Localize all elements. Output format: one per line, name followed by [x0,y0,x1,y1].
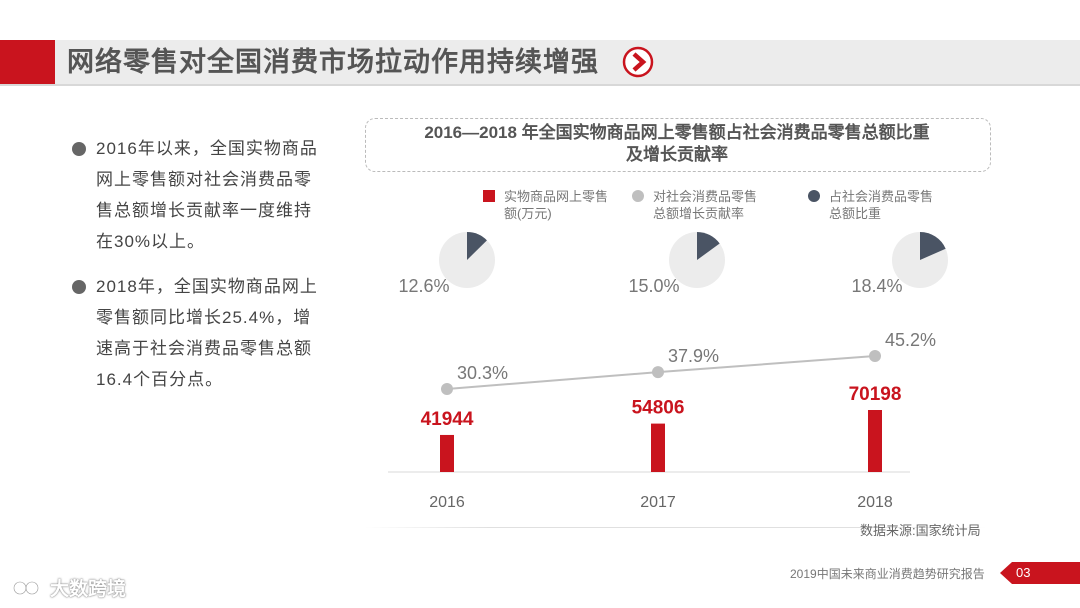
contribution-value-label: 30.3% [457,363,508,383]
contribution-value-label: 45.2% [885,330,936,350]
bullet-item: 2018年，全国实物商品网上零售额同比增长25.4%，增速高于社会消费品零售总额… [72,271,322,395]
legend-item-sales: 实物商品网上零售额(万元) [483,188,616,222]
bullet-item: 2016年以来，全国实物商品网上零售额对社会消费品零售总额增长贡献率一度维持在3… [72,133,322,257]
contribution-point [652,366,664,379]
contribution-point [869,350,881,362]
share-value-label: 18.4% [851,276,902,296]
page-number: 03 [1016,565,1031,580]
watermark-logo-icon [12,580,40,595]
title-bar [0,40,1080,84]
legend-item-contribution: 对社会消费品零售总额增长贡献率 [632,188,765,222]
share-pie-slice [697,232,720,260]
bullet-dot-icon [72,280,86,294]
watermark: 大数跨境 [12,574,126,601]
bar-2018 [868,410,882,472]
x-tick-label: 2017 [640,494,676,511]
share-pie-slice [467,232,487,260]
bar-value-label: 70198 [849,384,902,405]
x-tick-label: 2018 [857,494,893,511]
legend-label: 占社会消费品零售总额比重 [829,189,934,221]
chart-title-line1: 2016—2018 年全国实物商品网上零售额占社会消费品零售总额比重 [424,123,930,142]
source-divider [365,527,987,528]
legend-label: 对社会消费品零售总额增长贡献率 [653,189,758,221]
bullet-dot-icon [72,142,86,156]
bullet-text: 2016年以来，全国实物商品网上零售额对社会消费品零售总额增长贡献率一度维持在3… [96,139,318,251]
legend-circle-icon [632,190,644,202]
chart-title-frame [365,118,991,172]
share-value-label: 12.6% [398,276,449,296]
bullet-text: 2018年，全国实物商品网上零售额同比增长25.4%，增速高于社会消费品零售总额… [96,277,318,389]
bar-value-label: 54806 [632,398,685,419]
title-accent-block [0,40,55,84]
contribution-point [441,383,453,395]
share-pie-slice [920,232,946,260]
legend-item-share: 占社会消费品零售总额比重 [808,188,941,222]
share-value-label: 15.0% [628,276,679,296]
bar-value-label: 41944 [421,409,474,430]
title-divider [0,84,1080,86]
legend-square-icon [483,190,495,202]
chart-title: 2016—2018 年全国实物商品网上零售额占社会消费品零售总额比重 及增长贡献… [365,122,989,166]
legend-circle-icon [808,190,820,202]
watermark-text: 大数跨境 [50,579,127,600]
x-tick-label: 2016 [429,494,465,511]
bullet-list: 2016年以来，全国实物商品网上零售额对社会消费品零售总额增长贡献率一度维持在3… [72,133,322,409]
bar-2016 [440,434,454,472]
page-number-tag [1000,562,1080,584]
contribution-value-label: 37.9% [668,346,719,366]
chart-title-line2: 及增长贡献率 [626,145,728,164]
data-source: 数据来源:国家统计局 [860,523,981,538]
arrow-right-circle-icon [622,46,654,78]
bar-2017 [651,423,665,472]
page-title: 网络零售对全国消费市场拉动作用持续增强 [67,47,599,77]
legend-label: 实物商品网上零售额(万元) [504,189,609,221]
footer-report-title: 2019中国未来商业消费趋势研究报告 [790,567,985,581]
